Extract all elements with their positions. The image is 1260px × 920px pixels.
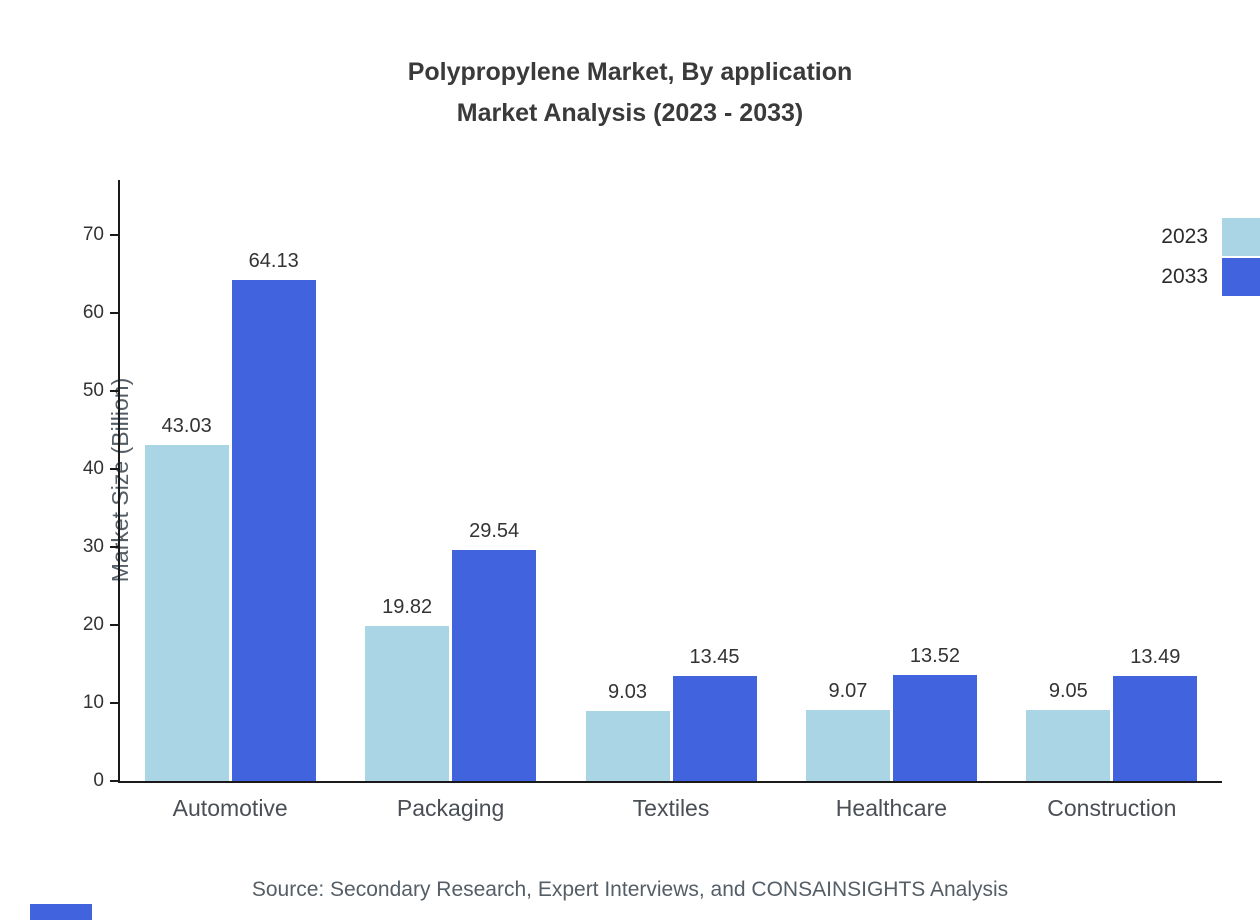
y-tick-mark xyxy=(110,545,118,548)
y-tick-label: 50 xyxy=(82,379,104,401)
y-tick-label: 30 xyxy=(82,535,104,557)
chart-title-line1: Polypropylene Market, By application xyxy=(407,58,853,86)
bar-group-construction: 9.05 13.49 Construction xyxy=(1002,180,1222,821)
legend-item-2033: 2033 xyxy=(1161,258,1260,296)
y-tick-label: 0 xyxy=(93,770,104,791)
source-note: Source: Secondary Research, Expert Inter… xyxy=(251,878,1009,901)
y-tick-mark xyxy=(110,623,118,626)
x-axis-label-automotive: Automotive xyxy=(172,795,288,821)
bar-value-label: 43.03 xyxy=(161,415,212,438)
legend-label-2023: 2023 xyxy=(1161,225,1208,248)
bar-value-label: 64.13 xyxy=(248,250,299,273)
bar-group-packaging: 19.82 29.54 Packaging xyxy=(340,180,560,821)
legend-item-2023: 2023 xyxy=(1161,218,1260,256)
y-tick-label: 70 xyxy=(82,223,104,245)
bar-group-automotive: 43.03 64.13 Automotive xyxy=(120,180,340,821)
legend-swatch-2023 xyxy=(1222,218,1260,256)
bar-2023-packaging: 19.82 xyxy=(365,596,450,781)
bar-groups: 43.03 64.13 Automotive 19.82 29.54 Packaging 9… xyxy=(120,180,1222,821)
bar-value-label: 13.49 xyxy=(1130,645,1181,668)
chart-title-line2: Market Analysis (2023 - 2033) xyxy=(456,98,804,127)
chart-title: Polypropylene Market, By application Mar… xyxy=(0,52,1260,133)
bar-value-label: 9.03 xyxy=(608,680,647,703)
bar-2023-healthcare: 9.07 xyxy=(805,680,890,781)
y-tick-mark xyxy=(110,467,118,470)
bar-group-textiles: 9.03 13.45 Textiles xyxy=(561,180,781,821)
bar-value-label: 13.45 xyxy=(689,646,740,669)
bar-value-label: 9.05 xyxy=(1048,680,1088,703)
bar-value-label: 13.52 xyxy=(909,645,960,668)
bar-2023-automotive: 43.03 xyxy=(144,415,229,781)
bar-2033-packaging: 29.54 xyxy=(452,520,537,781)
y-tick-mark xyxy=(110,701,118,704)
bar-value-label: 19.82 xyxy=(382,596,433,619)
x-axis-label-packaging: Packaging xyxy=(396,795,505,821)
y-tick-label: 20 xyxy=(82,613,104,635)
footer-accent-bar xyxy=(30,904,92,920)
x-axis-label-healthcare: Healthcare xyxy=(835,795,948,821)
bar-2033-construction: 13.49 xyxy=(1113,646,1198,781)
y-tick-mark xyxy=(110,780,118,782)
bar-value-label: 29.54 xyxy=(469,520,520,543)
x-axis-label-construction: Construction xyxy=(1047,795,1177,821)
bar-2033-textiles: 13.45 xyxy=(672,646,757,781)
y-tick-mark xyxy=(110,311,118,314)
y-tick-label: 60 xyxy=(82,301,104,323)
y-tick-mark xyxy=(110,389,118,392)
y-tick-label: 40 xyxy=(82,457,104,479)
legend-label-2033: 2033 xyxy=(1161,265,1208,288)
y-tick-label: 10 xyxy=(82,691,104,713)
plot-area: 0 10 20 30 40 50 60 70 43.03 64.13 Automotive 19.8… xyxy=(83,180,1222,821)
bar-value-label: 9.07 xyxy=(828,680,868,703)
legend-swatch-2033 xyxy=(1222,258,1260,296)
bar-2033-healthcare: 13.52 xyxy=(892,645,977,781)
bar-group-healthcare: 9.07 13.52 Healthcare xyxy=(781,180,1001,821)
bar-2023-textiles: 9.03 xyxy=(585,681,670,781)
y-tick-mark xyxy=(110,233,118,236)
bar-2023-construction: 9.05 xyxy=(1026,680,1111,781)
bar-2033-automotive: 64.13 xyxy=(231,250,316,781)
legend: 2023 2033 xyxy=(1161,218,1260,296)
x-axis-label-textiles: Textiles xyxy=(632,795,710,821)
